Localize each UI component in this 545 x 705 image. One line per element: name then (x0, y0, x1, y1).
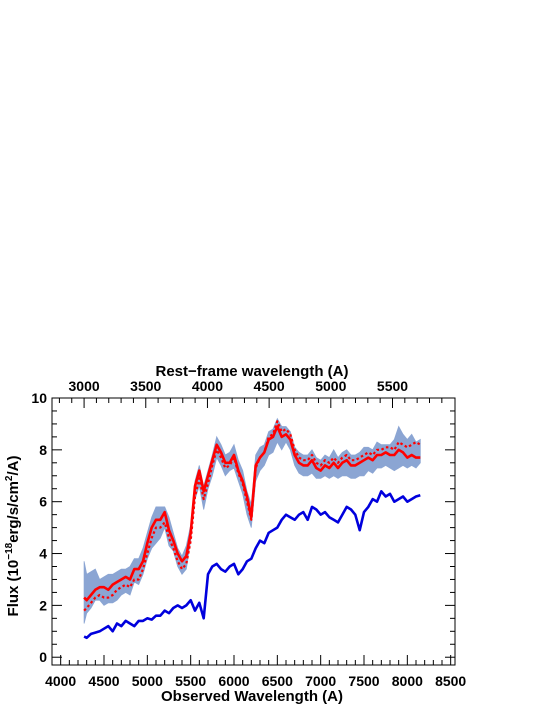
y-tick-label: 6 (39, 494, 47, 510)
x-tick-label: 4500 (88, 673, 119, 689)
x-tick-label: 5500 (175, 673, 206, 689)
top-tick-label: 3500 (130, 378, 161, 394)
x-tick-label: 7500 (348, 673, 379, 689)
top-tick-label: 4500 (254, 378, 285, 394)
y-tick-label: 0 (39, 649, 47, 665)
y-tick-label: 8 (39, 442, 47, 458)
series-1-line (83, 425, 421, 602)
y-tick-label: 4 (39, 546, 47, 562)
top-axis-title: Rest−frame wavelength (A) (156, 363, 349, 380)
x-tick-label: 6500 (262, 673, 293, 689)
x-tick-label: 6000 (218, 673, 249, 689)
x-tick-label: 8500 (435, 673, 466, 689)
axis-ticks (51, 397, 455, 665)
axes-frame (51, 397, 456, 666)
plot-frame (51, 397, 456, 666)
y-tick-label: 2 (39, 597, 47, 613)
x-axis-title: Observed Wavelength (A) (161, 688, 343, 705)
series-0-band (83, 417, 421, 624)
series-3-line (83, 489, 421, 640)
top-tick-label: 3000 (69, 378, 100, 394)
x-tick-label: 5000 (132, 673, 163, 689)
top-tick-label: 4000 (192, 378, 223, 394)
top-tick-label: 5500 (377, 378, 408, 394)
y-tick-label: 10 (31, 390, 47, 406)
plot-area (83, 417, 421, 640)
series-2-line (83, 420, 421, 612)
y-axis-title: Flux (10−18erg/s/cm2/A) (4, 456, 22, 617)
x-tick-label: 4000 (45, 673, 76, 689)
tick-labels: 4000 4500 5000 5500 6000 6500 7000 7500 8000 8500… (31, 378, 466, 689)
top-tick-label: 5000 (315, 378, 346, 394)
x-tick-label: 8000 (392, 673, 423, 689)
x-tick-label: 7000 (305, 673, 336, 689)
